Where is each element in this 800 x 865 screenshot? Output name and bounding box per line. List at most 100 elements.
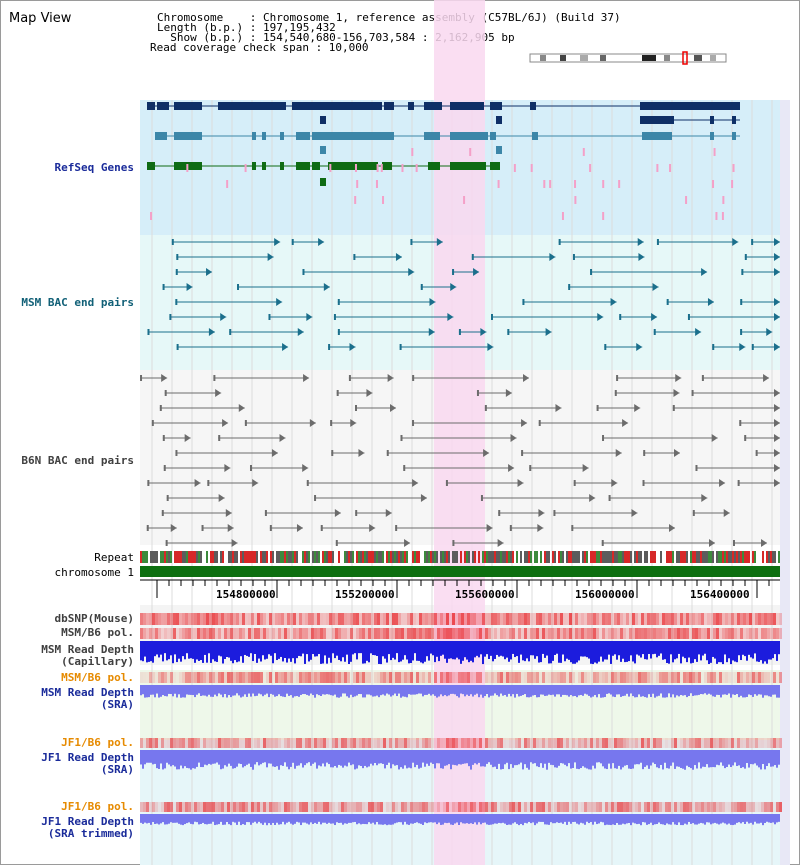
bac-arrow bbox=[238, 404, 245, 412]
gene-exon bbox=[642, 132, 672, 140]
heat-cell bbox=[458, 672, 461, 683]
heat-cell bbox=[161, 738, 164, 748]
depth-bar bbox=[746, 814, 748, 822]
bac-arrow bbox=[450, 283, 457, 291]
heat-cell bbox=[608, 802, 611, 812]
depth-bar bbox=[262, 750, 264, 763]
depth-bar bbox=[504, 814, 506, 824]
repeat-mark bbox=[634, 551, 636, 563]
bac-arrow bbox=[701, 268, 708, 276]
depth-bar bbox=[284, 641, 286, 658]
repeat-mark bbox=[402, 551, 404, 563]
depth-bar bbox=[246, 814, 248, 823]
heat-cell bbox=[326, 672, 329, 683]
depth-bar bbox=[752, 814, 754, 825]
heat-cell bbox=[185, 672, 188, 683]
track-label-msm-bac[interactable]: MSM BAC end pairs bbox=[21, 296, 134, 309]
heat-cell bbox=[671, 672, 674, 683]
repeat-mark bbox=[718, 551, 720, 563]
heat-cell bbox=[473, 628, 476, 639]
heat-cell bbox=[356, 613, 359, 625]
heat-cell bbox=[368, 613, 371, 625]
repeat-mark bbox=[374, 551, 376, 563]
repeat-mark bbox=[762, 551, 764, 563]
depth-bar bbox=[690, 685, 692, 694]
heat-cell bbox=[740, 613, 743, 625]
track-label-jf1-depth[interactable]: JF1 Read Depth bbox=[41, 751, 134, 764]
heat-cell bbox=[680, 628, 683, 639]
heat-cell bbox=[239, 672, 242, 683]
depth-bar bbox=[304, 685, 306, 695]
track-label-jf1-pol[interactable]: JF1/B6 pol. bbox=[61, 736, 134, 749]
depth-bar bbox=[536, 814, 538, 824]
heat-cell bbox=[524, 738, 527, 748]
heat-cell bbox=[758, 672, 761, 683]
repeat-mark bbox=[386, 551, 388, 563]
track-label-jf1-depth-trim[interactable]: JF1 Read Depth bbox=[41, 815, 134, 828]
repeat-mark bbox=[680, 551, 682, 563]
heat-cell bbox=[509, 613, 512, 625]
depth-bar bbox=[486, 814, 488, 825]
bac-end bbox=[691, 390, 694, 396]
heat-cell bbox=[554, 802, 557, 812]
depth-bar bbox=[352, 750, 354, 765]
depth-bar bbox=[166, 814, 168, 825]
depth-bar bbox=[586, 814, 588, 822]
heat-cell bbox=[407, 613, 410, 625]
heat-cell bbox=[485, 672, 488, 683]
depth-bar bbox=[692, 685, 694, 696]
heat-cell bbox=[359, 802, 362, 812]
track-label-repeat[interactable]: Repeat bbox=[94, 551, 134, 564]
depth-bar bbox=[396, 814, 398, 823]
depth-bar bbox=[140, 685, 142, 696]
depth-bar bbox=[458, 814, 460, 825]
heat-cell bbox=[392, 738, 395, 748]
heat-cell bbox=[455, 628, 458, 639]
heat-cell bbox=[779, 802, 782, 812]
track-label-dbsnp[interactable]: dbSNP(Mouse) bbox=[54, 612, 134, 625]
depth-bar bbox=[354, 641, 356, 654]
track-label-msm-pol[interactable]: MSM/B6 pol. bbox=[61, 626, 134, 639]
heat-cell bbox=[431, 738, 434, 748]
refseq-tick bbox=[561, 212, 564, 220]
depth-bar bbox=[152, 685, 154, 695]
depth-bar bbox=[522, 685, 524, 696]
heat-cell bbox=[551, 738, 554, 748]
depth-bar bbox=[218, 641, 220, 656]
heat-cell bbox=[287, 628, 290, 639]
heat-cell bbox=[338, 628, 341, 639]
heat-cell bbox=[407, 672, 410, 683]
track-label-msm-depth-sra[interactable]: MSM Read Depth bbox=[41, 686, 134, 699]
depth-bar bbox=[658, 814, 660, 823]
depth-bar bbox=[580, 685, 582, 695]
depth-bar bbox=[180, 750, 182, 766]
heat-cell bbox=[638, 613, 641, 625]
depth-bar bbox=[674, 641, 676, 660]
track-label-b6n-bac[interactable]: B6N BAC end pairs bbox=[21, 454, 134, 467]
track-label-msm-depth-cap[interactable]: MSM Read Depth bbox=[41, 643, 134, 656]
depth-bar bbox=[322, 685, 324, 695]
repeat-mark bbox=[614, 551, 616, 563]
heat-cell bbox=[752, 628, 755, 639]
depth-bar bbox=[554, 641, 556, 655]
heat-cell bbox=[362, 672, 365, 683]
bac-arrow bbox=[282, 343, 289, 351]
depth-bar bbox=[560, 685, 562, 697]
track-label-chromosome[interactable]: chromosome 1 bbox=[54, 566, 134, 579]
depth-bar bbox=[430, 685, 432, 696]
depth-bar bbox=[528, 685, 530, 698]
track-label-refseq[interactable]: RefSeq Genes bbox=[54, 161, 134, 174]
depth-bar bbox=[378, 814, 380, 825]
depth-bar bbox=[728, 750, 730, 765]
depth-bar bbox=[222, 814, 224, 825]
heat-cell bbox=[542, 672, 545, 683]
bac-end bbox=[420, 284, 423, 290]
repeat-mark bbox=[192, 551, 194, 563]
heat-cell bbox=[506, 738, 509, 748]
heat-cell bbox=[170, 738, 173, 748]
track-label-jf1-pol-trim[interactable]: JF1/B6 pol. bbox=[61, 800, 134, 813]
depth-bar bbox=[324, 685, 326, 695]
depth-bar bbox=[720, 750, 722, 763]
track-label-msm-pol-sra[interactable]: MSM/B6 pol. bbox=[61, 671, 134, 684]
